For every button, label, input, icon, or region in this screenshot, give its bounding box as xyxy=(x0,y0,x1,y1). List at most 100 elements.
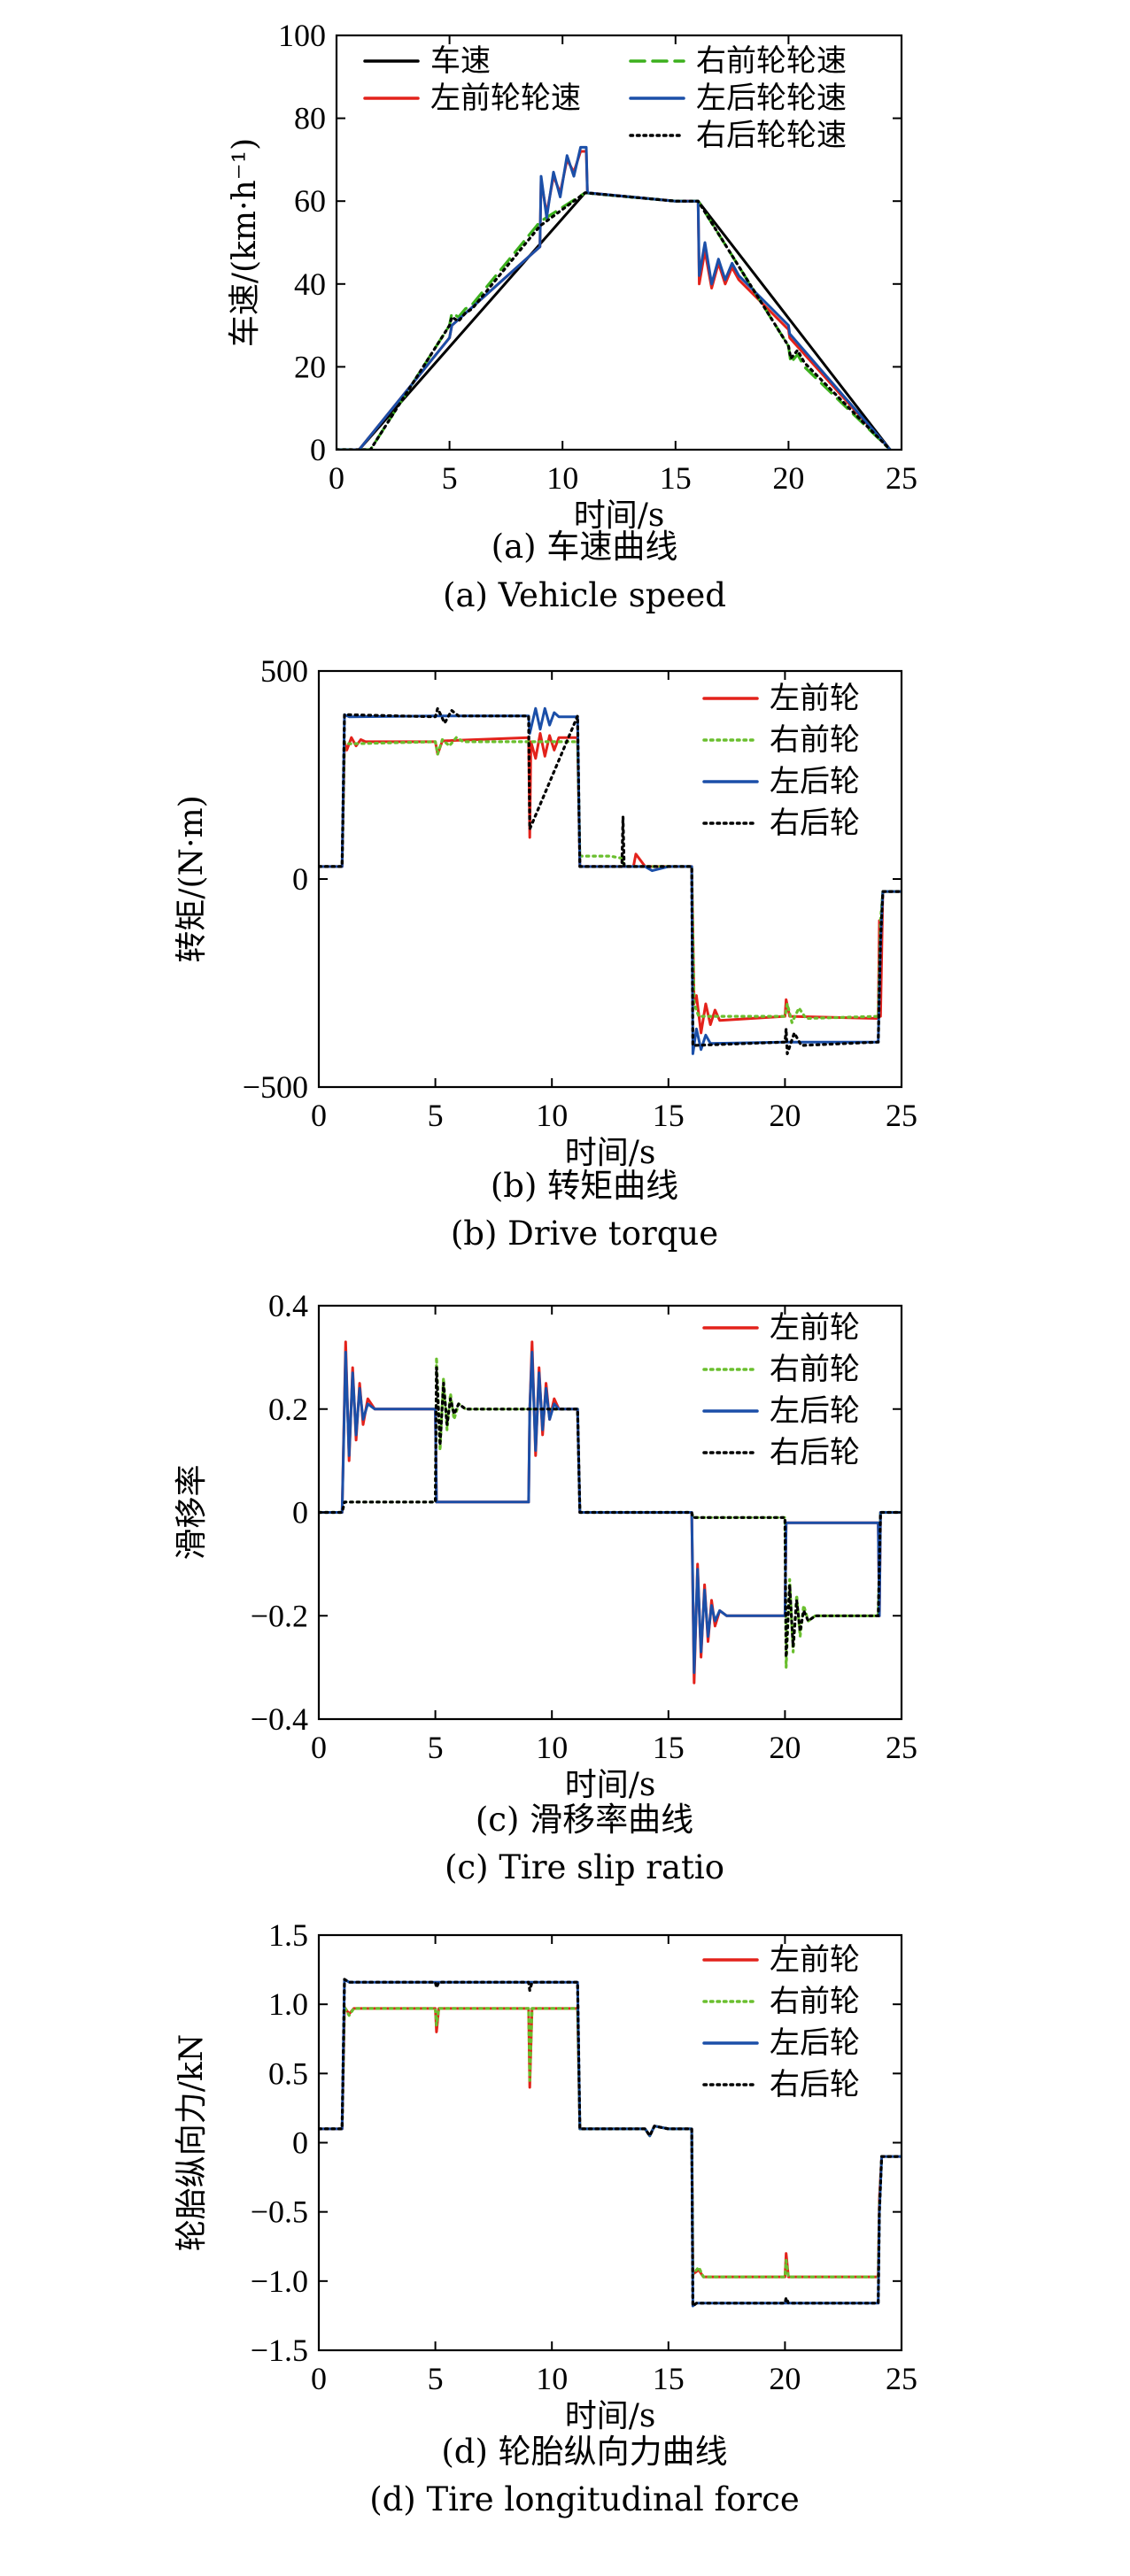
y-axis-label: 车速/(km·h⁻¹) xyxy=(227,138,263,347)
y-tick-label: −0.2 xyxy=(251,1598,308,1633)
legend-label-2: 右前轮 xyxy=(770,722,860,758)
x-tick-label: 15 xyxy=(660,460,692,496)
legend-label-3: 左后轮 xyxy=(770,764,860,799)
y-tick-label: 0.2 xyxy=(268,1392,308,1427)
caption-cn: (c) 滑移率曲线 xyxy=(476,1801,693,1839)
y-tick-label: 1.5 xyxy=(268,1917,308,1953)
x-tick-label: 20 xyxy=(772,460,804,496)
y-tick-label: 80 xyxy=(294,101,326,136)
legend-label-3: 右前轮轮速 xyxy=(696,43,847,79)
caption-cn: (d) 轮胎纵向力曲线 xyxy=(441,2433,727,2471)
legend-label-3: 左后轮 xyxy=(770,1393,860,1429)
chart-panel-2: 0 5 10 15 20 25−5000500时间/s转矩/(N·m)左前轮右前轮左后轮右… xyxy=(174,653,917,1253)
legend-label-2: 右前轮 xyxy=(770,1984,860,2019)
x-tick-label: 5 xyxy=(442,460,458,496)
legend-label-1: 左前轮 xyxy=(770,1942,860,1978)
series-line-2 xyxy=(319,736,902,1024)
legend-label-1: 左前轮 xyxy=(770,681,860,716)
series-line-4 xyxy=(337,145,892,450)
y-tick-label: 20 xyxy=(294,349,326,384)
series-line-4 xyxy=(319,1366,902,1659)
x-axis-label: 时间/s xyxy=(574,497,665,534)
legend-label-1: 车速 xyxy=(430,43,491,79)
x-tick-label: 5 xyxy=(428,2361,444,2396)
series-group xyxy=(319,1340,902,1685)
x-tick-label: 5 xyxy=(428,1098,444,1133)
x-tick-label: 10 xyxy=(546,460,578,496)
caption-en: (d) Tire longitudinal force xyxy=(369,2480,800,2518)
series-group xyxy=(337,145,892,450)
x-tick-label: 20 xyxy=(769,2361,801,2396)
y-tick-label: 60 xyxy=(294,183,326,219)
x-tick-label: 10 xyxy=(536,2361,568,2396)
y-tick-label: 0 xyxy=(292,1495,308,1531)
caption-en: (a) Vehicle speed xyxy=(443,576,726,614)
y-tick-label: −500 xyxy=(243,1069,308,1105)
x-tick-label: 25 xyxy=(886,2361,917,2396)
series-group xyxy=(319,706,902,1055)
series-line-3 xyxy=(319,706,902,1055)
caption-cn: (a) 车速曲线 xyxy=(491,528,678,566)
x-tick-label: 20 xyxy=(769,1730,801,1765)
x-tick-label: 0 xyxy=(311,1730,327,1765)
x-tick-label: 20 xyxy=(769,1098,801,1133)
y-tick-label: 40 xyxy=(294,266,326,302)
legend-label-4: 左后轮轮速 xyxy=(696,81,847,116)
legend-label-5: 右后轮轮速 xyxy=(696,118,847,153)
y-tick-label: −0.5 xyxy=(251,2194,308,2230)
chart-panel-3: 0 5 10 15 20 25 −0.4 −0.2 0 0.2 0.4 时间/s 滑移率 左前轮右前轮左后… xyxy=(174,1288,917,1886)
x-tick-label: 0 xyxy=(329,460,344,496)
y-tick-label: 0.4 xyxy=(268,1288,308,1323)
y-tick-label: −1.5 xyxy=(251,2333,308,2368)
caption-cn: (b) 转矩曲线 xyxy=(491,1167,678,1205)
y-axis-label: 轮胎纵向力/kN xyxy=(174,2034,210,2251)
x-axis-label: 时间/s xyxy=(565,1767,656,1803)
y-axis-label: 滑移率 xyxy=(174,1464,210,1560)
x-axis-label: 时间/s xyxy=(565,1135,656,1171)
y-tick-label: −1.0 xyxy=(251,2264,308,2299)
legend-label-4: 右后轮 xyxy=(770,2067,860,2102)
y-tick-label: 1.0 xyxy=(268,1986,308,2022)
x-tick-label: 15 xyxy=(653,1730,685,1765)
legend-label-4: 右后轮 xyxy=(770,806,860,841)
series-line-5 xyxy=(337,191,892,450)
x-tick-label: 0 xyxy=(311,1098,327,1133)
x-tick-label: 5 xyxy=(428,1730,444,1765)
x-tick-label: 15 xyxy=(653,1098,685,1133)
x-tick-label: 25 xyxy=(886,460,917,496)
legend-label-2: 右前轮 xyxy=(770,1352,860,1387)
y-tick-label: 0 xyxy=(292,861,308,897)
x-tick-label: 10 xyxy=(536,1730,568,1765)
legend-label-4: 右后轮 xyxy=(770,1435,860,1470)
series-group xyxy=(319,1978,902,2308)
y-tick-label: 0 xyxy=(292,2125,308,2161)
x-axis-label: 时间/s xyxy=(565,2398,656,2434)
y-tick-label: −0.4 xyxy=(251,1701,308,1737)
series-line-3 xyxy=(319,1351,902,1674)
y-axis-label: 转矩/(N·m) xyxy=(174,795,210,962)
y-tick-label: 0 xyxy=(310,432,326,467)
chart-panel-4: 0 5 10 15 20 25 −1.5 −1.0 −0.5 0 0.5 1.0 1.5 时间/s 轮胎纵向… xyxy=(174,1917,917,2518)
y-tick-label: 0.5 xyxy=(268,2055,308,2091)
legend-label-3: 左后轮 xyxy=(770,2025,860,2061)
x-tick-label: 25 xyxy=(886,1730,917,1765)
legend-label-1: 左前轮 xyxy=(770,1310,860,1346)
x-tick-label: 25 xyxy=(886,1098,917,1133)
series-line-3 xyxy=(337,191,892,450)
y-tick-label: 500 xyxy=(260,653,308,689)
y-tick-label: 100 xyxy=(278,18,326,53)
caption-en: (c) Tire slip ratio xyxy=(445,1848,724,1886)
series-line-4 xyxy=(319,706,902,1055)
chart-panel-1: 0 5 10 15 20 25 20 40 60 80 100 0 时间/s 车速/(km·h⁻¹) 车速左… xyxy=(227,18,917,614)
x-tick-label: 0 xyxy=(311,2361,327,2396)
series-line-4 xyxy=(319,1978,902,2308)
plot-frame xyxy=(335,34,903,451)
caption-en: (b) Drive torque xyxy=(451,1215,718,1253)
x-tick-label: 10 xyxy=(536,1098,568,1133)
legend-label-2: 左前轮轮速 xyxy=(430,81,581,116)
